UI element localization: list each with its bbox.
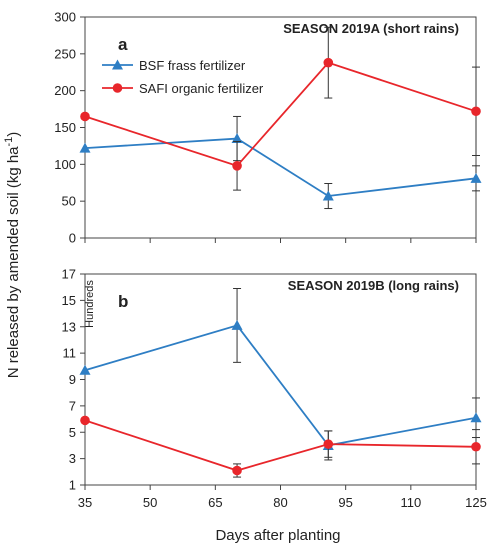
y-tick-label: 250: [54, 46, 76, 61]
y-tick-label: 200: [54, 83, 76, 98]
data-point: [231, 319, 243, 330]
y-tick-label: 17: [62, 267, 76, 282]
x-tick-label: 35: [78, 495, 92, 510]
data-point: [322, 190, 334, 201]
y-tick-label: 150: [54, 120, 76, 135]
legend-swatch-marker: [112, 59, 123, 70]
data-point: [471, 441, 481, 452]
y-tick-label: 50: [62, 194, 76, 209]
panel-a: 0 50 100 150 200 250 300 a SEASON 2019A (short r…: [54, 10, 482, 246]
y-tick-label: 100: [54, 157, 76, 172]
legend-swatch-marker: [112, 83, 123, 93]
unit-label: Hundreds: [84, 280, 96, 328]
y-tick-label: 15: [62, 293, 76, 308]
y-axis-label: N released by amended soil (kg ha-1): [3, 132, 22, 379]
x-axis-label: Days after planting: [215, 527, 340, 544]
y-tick-label: 1: [69, 478, 76, 493]
data-point: [79, 142, 91, 153]
data-point: [80, 415, 90, 426]
x-tick-label: 80: [273, 495, 287, 510]
plot-frame: [84, 273, 477, 486]
data-point: [80, 111, 90, 122]
series-line: [84, 137, 477, 197]
panel-title: SEASON 2019A (short rains): [283, 21, 459, 36]
panel-title: SEASON 2019B (long rains): [288, 278, 459, 293]
series-bsf: [79, 288, 482, 461]
data-point: [323, 57, 334, 68]
series-line: [84, 419, 477, 472]
y-tick-label: 3: [69, 451, 76, 466]
y-tick-label: 9: [69, 372, 76, 387]
plot-frame: [84, 16, 477, 239]
series-bsf: [79, 115, 482, 210]
y-tick-label: 13: [62, 319, 76, 334]
y-tick-label: 7: [69, 398, 76, 413]
x-tick-label: 125: [465, 495, 487, 510]
data-point: [470, 412, 482, 423]
y-tick-label: 0: [69, 231, 76, 246]
series-safi: [80, 26, 481, 191]
legend-label: SAFI organic fertilizer: [139, 81, 264, 96]
data-point: [232, 161, 242, 171]
data-point: [79, 364, 91, 375]
x-tick-label: 50: [143, 495, 157, 510]
x-tick-label: 65: [208, 495, 222, 510]
series-line: [84, 324, 477, 447]
y-tick-label: 11: [63, 346, 77, 361]
x-tick-label: 95: [338, 495, 352, 510]
panel-letter: a: [118, 35, 128, 54]
data-point: [323, 439, 334, 449]
data-point: [232, 465, 242, 476]
series-line: [84, 61, 477, 167]
data-point: [471, 106, 481, 117]
x-tick-label: 110: [400, 495, 421, 510]
data-point: [231, 133, 243, 144]
series-safi: [80, 415, 481, 478]
data-point: [470, 172, 482, 183]
panel-letter: b: [118, 292, 128, 311]
y-tick-label: 300: [54, 10, 76, 25]
legend: BSF frass fertilizer SAFI organic fertili…: [102, 58, 264, 96]
y-tick-label: 5: [69, 425, 76, 440]
legend-label: BSF frass fertilizer: [139, 58, 246, 73]
